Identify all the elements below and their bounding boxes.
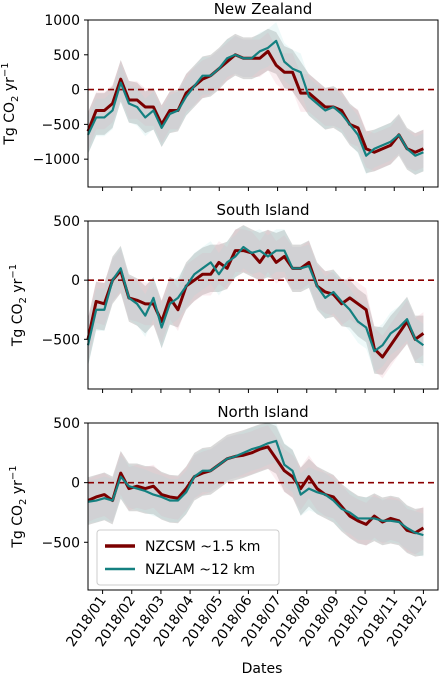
legend: NZCSM ~1.5 km NZLAM ~12 km [96, 529, 280, 586]
nzlam-band [88, 423, 424, 557]
y-tick-label: 500 [53, 48, 80, 64]
y-tick-label: 0 [71, 273, 80, 289]
panel-2: North Island −500 0 500 Tg CO2 yr−1 [8, 403, 439, 594]
series-line-nzcsm [86, 249, 425, 359]
y-tick-label: 500 [53, 416, 80, 432]
x-axis-label: Dates [242, 661, 283, 676]
panel-0: New Zealand −1000 −500 0 500 1000 Tg CO2 yr−1 [0, 0, 439, 191]
y-tick-label: −1000 [33, 152, 80, 168]
series-line-nzlam [87, 439, 424, 537]
uncertainty-band [88, 423, 424, 557]
series-line-nzcsm [86, 49, 425, 154]
legend-box [96, 529, 280, 586]
legend-label: NZCSM ~1.5 km [145, 539, 260, 555]
panel-title: South Island [217, 201, 310, 219]
legend-label: NZLAM ~12 km [145, 562, 255, 578]
y-axis-label: Tg CO2 yr−1 [8, 465, 29, 548]
y-tick-label: −500 [42, 332, 80, 348]
y-tick-label: 0 [71, 476, 80, 492]
y-tick-label: −500 [42, 117, 80, 133]
plot-frame [87, 422, 439, 591]
plot-frame [87, 220, 439, 390]
nzcsm-band [88, 32, 424, 171]
panel-title: North Island [217, 403, 308, 421]
y-tick-label: 500 [53, 214, 80, 230]
y-tick-label: 1000 [44, 13, 80, 29]
y-tick-label: 0 [71, 83, 80, 99]
y-tick-label: −500 [42, 535, 80, 551]
series-line-nzlam [87, 39, 424, 157]
y-axis-label: Tg CO2 yr−1 [0, 62, 21, 145]
y-axis-label: Tg CO2 yr−1 [8, 264, 29, 347]
nzcsm-band [88, 425, 424, 555]
panel-1: South Island −500 0 500 Tg CO2 yr−1 [8, 201, 439, 393]
nzlam-band [88, 22, 424, 175]
plot-frame [87, 19, 439, 188]
panel-title: New Zealand [214, 0, 313, 18]
series-line-nzlam [86, 245, 425, 353]
series-line-nzcsm [87, 445, 425, 535]
nzlam-band [88, 225, 424, 373]
